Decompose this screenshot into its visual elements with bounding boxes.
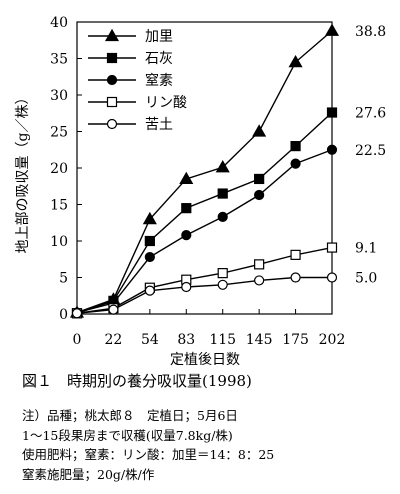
y-tick-label: 25	[50, 125, 68, 141]
data-point	[217, 268, 228, 279]
legend-label: 苦土	[145, 117, 173, 133]
data-point	[144, 251, 155, 263]
y-tick-label: 40	[50, 15, 68, 31]
x-tick-label: 145	[246, 332, 273, 348]
legend-label: 石灰	[145, 51, 173, 67]
nutrient-uptake-chart: 0 5 10 15 20 25 30 35 40 0 22 54 83 115 145 175 202 38.8…	[15, 15, 386, 368]
data-point	[290, 141, 301, 152]
x-tick-label: 175	[282, 332, 309, 348]
legend-marker	[106, 74, 118, 86]
figure-notes: 注）品種；桃太郎８ 定植日；5月6日 1～15段果房まで収穫(収量7.8kg/株…	[22, 406, 274, 484]
end-value-label: 38.8	[355, 24, 386, 40]
data-point	[288, 54, 303, 68]
data-point	[254, 173, 265, 185]
y-tick-label: 35	[50, 52, 68, 68]
y-tick-label: 30	[50, 88, 68, 104]
series-line	[76, 246, 333, 314]
legend-marker	[104, 28, 120, 42]
legend-marker	[106, 52, 118, 64]
data-point	[215, 160, 230, 173]
x-tick-label: 22	[105, 332, 123, 348]
data-point	[254, 275, 265, 286]
data-point	[142, 211, 157, 225]
data-point	[254, 189, 265, 201]
y-tick-label: 0	[59, 307, 68, 323]
note-line: 注）品種；桃太郎８ 定植日；5月6日	[22, 408, 238, 423]
data-point	[144, 235, 155, 247]
data-point	[181, 203, 192, 214]
y-tick-label: 10	[50, 234, 68, 250]
y-tick-label: 20	[50, 161, 68, 177]
data-point	[324, 23, 340, 36]
legend-label: 窒素	[145, 72, 173, 89]
data-point	[290, 249, 301, 260]
data-point	[71, 308, 83, 319]
series-line	[76, 112, 333, 314]
data-point	[181, 281, 192, 293]
end-value-label: 22.5	[355, 143, 386, 159]
end-value-label: 9.1	[355, 241, 377, 257]
note-line: 使用肥料；窒素：リン酸：加里＝14：8：25	[22, 447, 275, 462]
legend-label: 加里	[145, 29, 173, 45]
data-point	[144, 285, 155, 296]
legend-marker	[106, 118, 118, 130]
note-line: 窒素施肥量；20g/株/作	[22, 466, 155, 482]
data-point	[326, 272, 338, 283]
data-point	[326, 107, 338, 118]
data-point	[181, 230, 192, 241]
data-point	[108, 304, 119, 315]
series-line	[76, 276, 332, 314]
series-line	[76, 149, 333, 314]
note-line: 1～15段果房まで収穫(収量7.8kg/株)	[22, 427, 233, 443]
data-point	[254, 259, 265, 270]
x-axis-title: 定植後日数	[170, 352, 240, 368]
x-tick-label: 83	[177, 332, 195, 348]
x-tick-label: 54	[141, 332, 159, 348]
data-point	[179, 171, 194, 185]
x-tick-label: 202	[319, 332, 346, 348]
data-point	[217, 211, 228, 223]
series-line	[76, 30, 333, 314]
data-point	[326, 144, 338, 155]
end-value-label: 5.0	[355, 271, 377, 287]
y-tick-label: 15	[50, 198, 68, 214]
data-point	[290, 158, 301, 169]
data-point	[217, 188, 228, 199]
data-point	[326, 242, 338, 253]
legend-label: リン酸	[145, 95, 187, 111]
figure-caption: 図１ 時期別の養分吸収量(1998)	[22, 372, 252, 390]
y-tick-label: 5	[59, 271, 68, 287]
data-point	[252, 124, 267, 137]
legend-marker	[106, 96, 118, 108]
y-axis-title: 地上部の吸収量（g／株）	[15, 91, 31, 254]
data-point	[217, 279, 228, 290]
x-tick-label: 115	[209, 332, 236, 348]
end-value-label: 27.6	[355, 106, 386, 122]
data-point	[290, 272, 301, 283]
x-tick-label: 0	[73, 332, 82, 348]
